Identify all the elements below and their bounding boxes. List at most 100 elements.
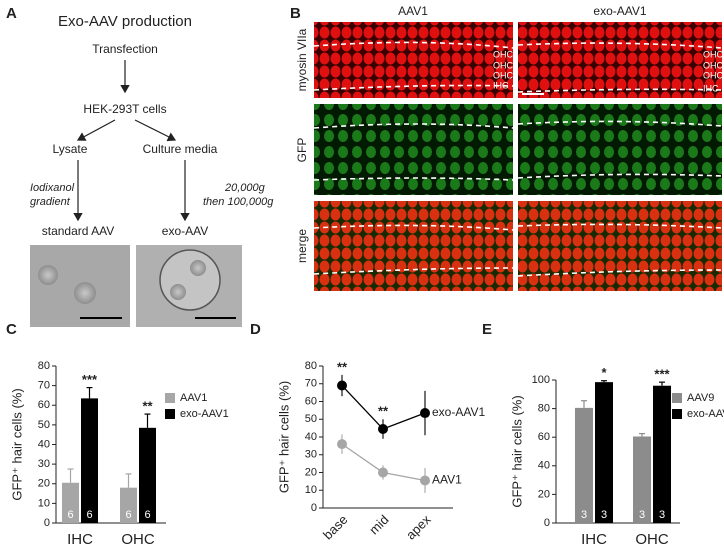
particle xyxy=(170,284,186,300)
panel-letter: B xyxy=(290,5,301,22)
y-tick-label: 70 xyxy=(38,380,50,392)
x-tick-label: mid xyxy=(366,512,391,537)
y-tick-label: 10 xyxy=(38,497,50,509)
bar xyxy=(575,407,593,523)
point xyxy=(420,475,430,486)
y-tick-label: 20 xyxy=(38,478,50,490)
legend-label: exo-AAV1 xyxy=(180,408,229,420)
cell-label: OHC xyxy=(493,60,514,70)
method: Iodixanol xyxy=(30,182,75,194)
point xyxy=(337,380,347,391)
legend-swatch xyxy=(672,393,682,403)
step: Transfection xyxy=(92,42,158,56)
significance: *** xyxy=(654,367,670,382)
legend-label: exo-AAV9 xyxy=(687,408,724,420)
method: 20,000g xyxy=(224,182,266,194)
cell-label: IHC xyxy=(493,80,509,90)
y-tick-label: 60 xyxy=(538,431,550,443)
cell-label: OHC xyxy=(493,70,514,80)
y-tick-label: 70 xyxy=(305,378,317,390)
legend-swatch xyxy=(165,409,175,419)
y-axis-title: GFP⁺ hair cells (%) xyxy=(9,388,24,500)
n-label: 3 xyxy=(639,509,645,521)
point xyxy=(420,408,430,419)
series-label: AAV1 xyxy=(432,473,462,487)
y-tick-label: 40 xyxy=(538,460,550,472)
panel-letter: C xyxy=(6,321,17,338)
bar xyxy=(653,385,671,523)
n-label: 6 xyxy=(86,509,92,521)
y-tick-label: 30 xyxy=(38,458,50,470)
result: exo-AAV xyxy=(162,224,208,238)
bar xyxy=(62,482,79,523)
y-tick-label: 0 xyxy=(44,517,50,529)
cell-label: OHC xyxy=(703,60,724,70)
point xyxy=(378,467,388,478)
arrow xyxy=(134,119,177,142)
point xyxy=(378,424,388,435)
bar xyxy=(139,427,156,523)
series-label: exo-AAV1 xyxy=(432,405,485,419)
y-tick-label: 80 xyxy=(538,403,550,415)
panel-letter: D xyxy=(250,321,261,338)
boundary xyxy=(313,120,723,181)
x-tick-label: IHC xyxy=(67,531,93,548)
y-axis-title: GFP⁺ hair cells (%) xyxy=(509,395,524,507)
significance: *** xyxy=(82,372,98,387)
point xyxy=(337,439,347,450)
y-tick-label: 100 xyxy=(532,374,550,386)
column-label: AAV1 xyxy=(398,4,428,18)
y-tick-label: 20 xyxy=(538,488,550,500)
legend-label: AAV1 xyxy=(180,392,207,404)
y-tick-label: 50 xyxy=(38,419,50,431)
cell-label: OHC xyxy=(493,49,514,59)
branch: Lysate xyxy=(53,142,88,156)
row-label: myosin VIIa xyxy=(295,28,309,91)
x-tick-label: apex xyxy=(403,512,434,543)
panel-b: B AAV1 exo-AAV1 myosin VIIa GFP merge OH… xyxy=(290,4,724,291)
y-tick-label: 40 xyxy=(305,431,317,443)
bar xyxy=(120,487,137,523)
micrograph xyxy=(518,104,722,195)
y-tick-label: 10 xyxy=(305,484,317,496)
x-tick-label: OHC xyxy=(121,531,155,548)
significance: ** xyxy=(337,359,348,374)
cell-label: OHC xyxy=(703,70,724,80)
y-tick-label: 80 xyxy=(305,360,317,372)
panel-letter: E xyxy=(482,321,492,338)
bar xyxy=(81,398,98,523)
y-axis-title: GFP⁺ hair cells (%) xyxy=(276,381,291,493)
step: HEK-293T cells xyxy=(83,102,166,116)
x-tick-label: IHC xyxy=(581,531,607,548)
significance: ** xyxy=(142,399,153,414)
y-tick-label: 40 xyxy=(38,438,50,450)
panel-letter: A xyxy=(6,5,17,22)
micrograph xyxy=(518,201,722,291)
boundary xyxy=(313,41,723,93)
x-tick-label: base xyxy=(320,512,351,543)
panel-a: A Exo-AAV production Transfection HEK-29… xyxy=(6,5,274,327)
legend-swatch xyxy=(165,393,175,403)
particle xyxy=(74,282,96,304)
bar xyxy=(633,436,651,523)
significance: * xyxy=(601,365,607,380)
n-label: 6 xyxy=(125,509,131,521)
particle xyxy=(190,260,206,276)
result: standard AAV xyxy=(42,224,115,238)
significance: ** xyxy=(378,404,389,419)
n-label: 6 xyxy=(67,509,73,521)
legend-swatch xyxy=(672,409,682,419)
y-tick-label: 50 xyxy=(305,413,317,425)
y-tick-label: 60 xyxy=(305,395,317,407)
row-label: merge xyxy=(295,229,309,263)
y-tick-label: 0 xyxy=(311,502,317,514)
cell-label: IHC xyxy=(703,83,719,93)
micrograph xyxy=(314,201,513,291)
n-label: 3 xyxy=(601,509,607,521)
y-tick-label: 20 xyxy=(305,466,317,478)
panel-title: Exo-AAV production xyxy=(58,13,192,30)
boundary xyxy=(313,223,723,277)
micrograph xyxy=(518,22,722,98)
particle xyxy=(38,265,58,285)
n-label: 3 xyxy=(581,509,587,521)
